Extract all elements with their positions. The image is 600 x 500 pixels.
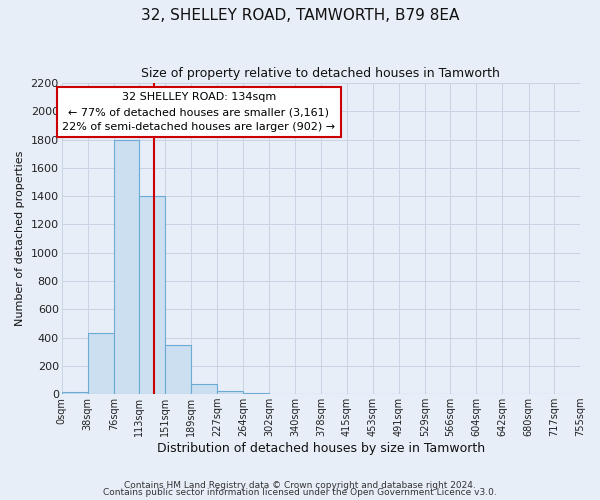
Y-axis label: Number of detached properties: Number of detached properties xyxy=(15,151,25,326)
Text: 32 SHELLEY ROAD: 134sqm
← 77% of detached houses are smaller (3,161)
22% of semi: 32 SHELLEY ROAD: 134sqm ← 77% of detache… xyxy=(62,92,335,132)
Bar xyxy=(114,140,139,394)
Bar xyxy=(62,392,88,394)
Bar xyxy=(88,334,114,394)
Bar xyxy=(165,344,191,394)
Title: Size of property relative to detached houses in Tamworth: Size of property relative to detached ho… xyxy=(142,68,500,80)
Text: Contains public sector information licensed under the Open Government Licence v3: Contains public sector information licen… xyxy=(103,488,497,497)
Text: Contains HM Land Registry data © Crown copyright and database right 2024.: Contains HM Land Registry data © Crown c… xyxy=(124,480,476,490)
Bar xyxy=(191,384,217,394)
Bar xyxy=(139,196,165,394)
Text: 32, SHELLEY ROAD, TAMWORTH, B79 8EA: 32, SHELLEY ROAD, TAMWORTH, B79 8EA xyxy=(141,8,459,22)
X-axis label: Distribution of detached houses by size in Tamworth: Distribution of detached houses by size … xyxy=(157,442,485,455)
Bar xyxy=(217,392,243,394)
